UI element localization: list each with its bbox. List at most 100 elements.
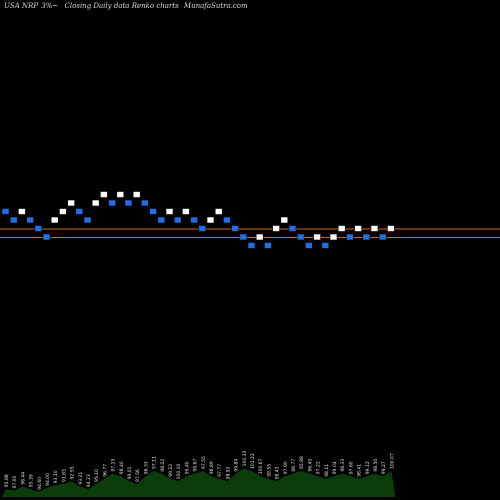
volume-label: 97.23 — [111, 459, 117, 472]
volume-label: 96.45 — [307, 459, 313, 472]
volume-label: 98.11 — [324, 464, 330, 477]
volume-label: 101.22 — [250, 453, 256, 469]
down-brick — [305, 242, 313, 249]
up-brick — [182, 208, 190, 215]
down-brick — [1, 208, 10, 215]
down-brick — [42, 233, 51, 241]
site-label: MunafaSutra.com — [183, 2, 248, 10]
volume-label: 99.27 — [381, 461, 387, 474]
volume-label: 95.39 — [29, 474, 35, 487]
down-brick — [296, 233, 305, 241]
up-brick — [255, 233, 264, 241]
up-brick — [337, 225, 346, 232]
down-brick — [108, 199, 116, 207]
down-brick — [26, 216, 34, 224]
down-brick — [362, 233, 371, 241]
volume-label: 100.10 — [176, 464, 182, 480]
down-brick — [190, 216, 198, 224]
down-brick — [239, 233, 248, 241]
volume-area — [2, 468, 396, 497]
chart-header: USA NRP 3%~ Closing Daily data Renko cha… — [4, 2, 248, 10]
up-brick — [370, 225, 379, 232]
volume-label: 99.22 — [168, 464, 174, 477]
up-brick — [50, 216, 59, 224]
up-brick — [206, 216, 215, 224]
down-brick — [288, 225, 297, 232]
volume-label: 100.33 — [242, 451, 248, 467]
down-brick — [378, 233, 387, 241]
volume-label: 96.77 — [291, 459, 297, 472]
down-brick — [34, 225, 43, 232]
volume-label: 99.12 — [365, 461, 371, 474]
volume-label: 98.41 — [357, 464, 363, 477]
volume-label: 99.55 — [266, 464, 272, 477]
volume-label: 92.55 — [70, 466, 76, 479]
volume-label: 98.33 — [340, 459, 346, 472]
volume-label: 96.33 — [143, 461, 149, 474]
up-brick — [214, 208, 223, 215]
volume-label: 95.10 — [94, 469, 100, 482]
volume-label: 98.92 — [225, 466, 231, 479]
volume-label: 100.07 — [389, 453, 395, 469]
up-brick — [18, 208, 26, 215]
volume-label: 98.02 — [160, 459, 166, 472]
volume-label: 98.40 — [119, 461, 125, 474]
down-brick — [223, 216, 231, 224]
volume-label: 99.04 — [332, 461, 338, 474]
volume-label: 97.90 — [283, 461, 289, 474]
down-brick — [157, 216, 166, 224]
volume-label: 97.00 — [12, 475, 18, 488]
level-lines — [0, 228, 500, 238]
up-brick — [59, 208, 67, 215]
volume-label: 94.60 — [37, 477, 43, 490]
change-label: 3%~ — [41, 2, 58, 10]
down-brick — [141, 199, 149, 207]
down-brick — [198, 225, 207, 232]
up-brick — [272, 225, 280, 232]
up-brick — [280, 216, 289, 224]
volume-label: 98.43 — [275, 466, 281, 479]
volume-label: 94.00 — [45, 473, 51, 486]
ticker-label: USA NRP — [4, 2, 38, 10]
volume-label: 91.83 — [61, 469, 67, 482]
down-brick — [231, 225, 239, 232]
volume-label: 95.88 — [299, 456, 305, 469]
up-brick — [387, 225, 395, 232]
volume-label: 98.67 — [193, 459, 199, 472]
up-brick — [165, 208, 174, 215]
volume-label: 97.55 — [201, 456, 207, 469]
up-brick — [67, 199, 75, 207]
volume-label: 93.21 — [78, 472, 84, 485]
up-brick — [100, 191, 108, 198]
down-brick — [124, 199, 133, 207]
volume-label: 99.01 — [127, 466, 133, 479]
volume-label: 95.88 — [4, 474, 10, 487]
down-brick — [9, 216, 18, 224]
up-brick — [329, 233, 338, 241]
volume-label: 96.89 — [209, 461, 215, 474]
volume-label: 97.60 — [348, 461, 354, 474]
down-brick — [321, 242, 330, 249]
volume-label: 99.84 — [234, 459, 240, 472]
volume-label: 97.11 — [152, 456, 158, 469]
volume-label: 94.23 — [86, 474, 92, 487]
up-brick — [91, 199, 100, 207]
up-brick — [313, 233, 321, 241]
volume-fill — [2, 468, 396, 497]
down-brick — [247, 242, 256, 249]
volume-labels: 95.88 97.00 96.44 95.39 94.60 94.00 93.10 91.83… — [4, 451, 395, 490]
volume-label: 97.22 — [316, 461, 322, 474]
volume-label: 96.77 — [102, 464, 108, 477]
down-brick — [346, 233, 354, 241]
up-brick — [132, 191, 141, 198]
volume-label: 93.10 — [53, 470, 59, 483]
caption-label: Closing Daily data Renko charts — [65, 2, 180, 10]
down-brick — [83, 216, 92, 224]
volume-label: 98.50 — [373, 459, 379, 472]
volume-label: 97.77 — [217, 464, 223, 477]
down-brick — [75, 208, 84, 215]
volume-label: 99.40 — [184, 461, 190, 474]
up-brick — [116, 191, 125, 198]
